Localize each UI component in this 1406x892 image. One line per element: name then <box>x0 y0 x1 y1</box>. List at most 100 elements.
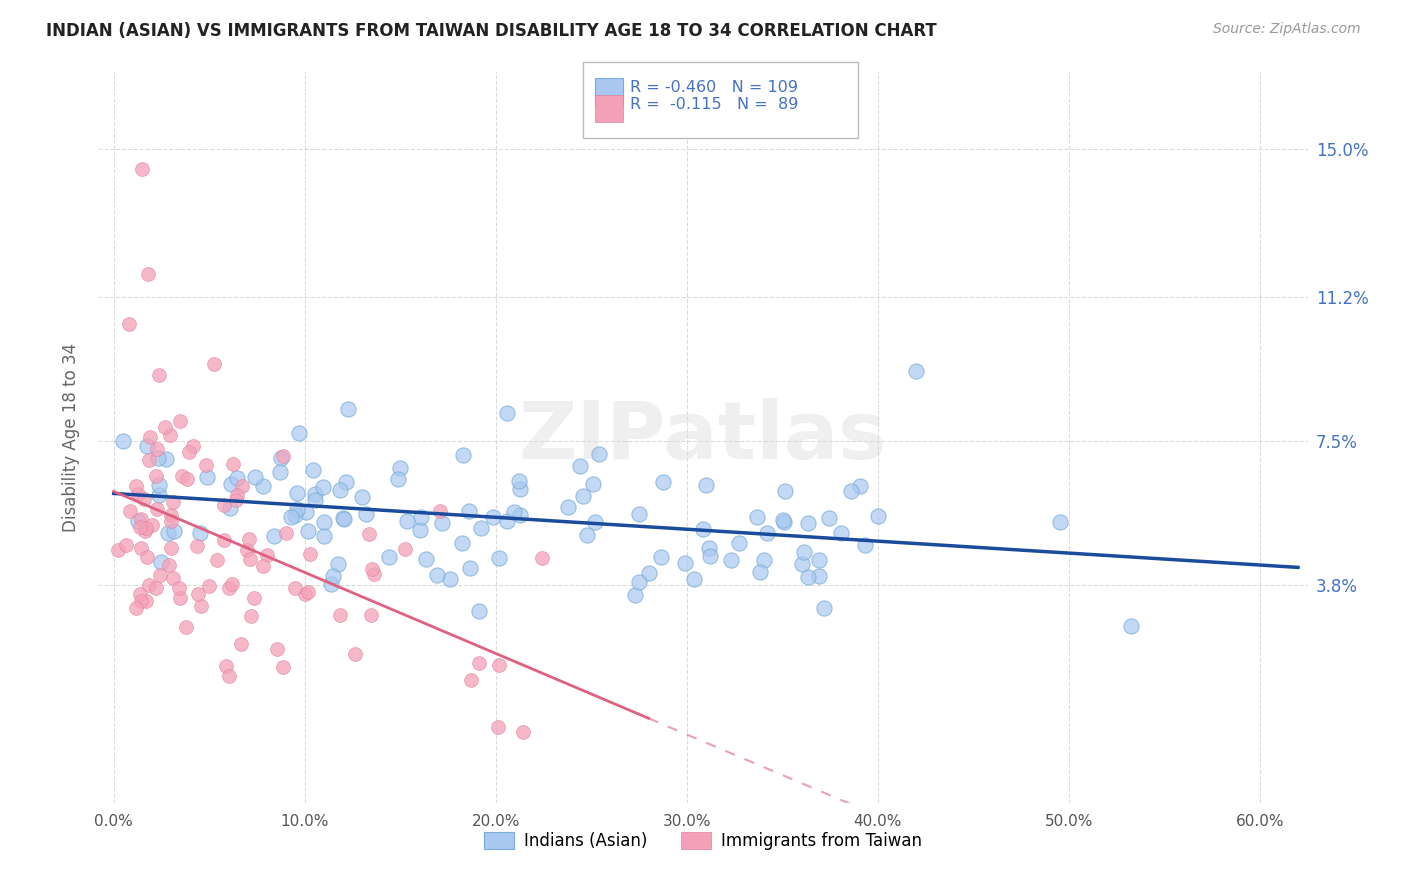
Point <box>486 720 509 734</box>
Point <box>813 601 835 615</box>
Point <box>212 499 235 513</box>
Point <box>135 549 157 564</box>
Point <box>159 508 181 522</box>
Point <box>720 552 742 566</box>
Point <box>853 538 876 552</box>
Point <box>394 541 416 556</box>
Point <box>205 553 228 567</box>
Point <box>148 368 170 382</box>
Point <box>557 500 579 514</box>
Point <box>125 479 148 493</box>
Point <box>190 599 212 613</box>
Point <box>243 591 266 606</box>
Point <box>1119 619 1142 633</box>
Point <box>312 516 335 530</box>
Point <box>756 525 779 540</box>
Point <box>256 548 278 562</box>
Point <box>697 541 720 555</box>
Point <box>839 484 862 499</box>
Point <box>673 556 696 570</box>
Point <box>651 475 673 489</box>
Point <box>231 479 253 493</box>
Point <box>624 588 647 602</box>
Point <box>682 572 704 586</box>
Point <box>695 478 717 492</box>
Text: INDIAN (ASIAN) VS IMMIGRANTS FROM TAIWAN DISABILITY AGE 18 TO 34 CORRELATION CHA: INDIAN (ASIAN) VS IMMIGRANTS FROM TAIWAN… <box>46 22 938 40</box>
Point <box>637 566 659 580</box>
Point <box>215 658 238 673</box>
Point <box>125 601 148 615</box>
Point <box>284 581 307 595</box>
Point <box>329 608 352 623</box>
Point <box>202 358 225 372</box>
Point <box>145 442 167 456</box>
Point <box>135 594 157 608</box>
Point <box>160 541 183 555</box>
Point <box>818 510 841 524</box>
Point <box>218 668 240 682</box>
Point <box>285 501 308 516</box>
Point <box>357 527 380 541</box>
Point <box>808 568 831 582</box>
Point <box>773 484 796 499</box>
Point <box>252 559 274 574</box>
Point <box>336 402 359 417</box>
Point <box>163 524 186 538</box>
Point <box>301 463 323 477</box>
Text: R =  -0.115   N =  89: R = -0.115 N = 89 <box>630 97 799 112</box>
Point <box>772 513 794 527</box>
Point <box>115 539 138 553</box>
Point <box>159 427 181 442</box>
Point <box>409 509 432 524</box>
Point <box>270 450 292 465</box>
Point <box>322 569 344 583</box>
Point <box>186 539 208 553</box>
Point <box>430 516 453 530</box>
Point <box>387 473 409 487</box>
Point <box>225 493 247 508</box>
Point <box>218 582 240 596</box>
Point <box>429 504 451 518</box>
Point <box>155 419 177 434</box>
Point <box>195 458 218 472</box>
Point <box>129 512 152 526</box>
Point <box>169 591 191 605</box>
Point <box>582 477 605 491</box>
Point <box>588 447 610 461</box>
Point <box>174 620 197 634</box>
Point <box>470 521 492 535</box>
Point <box>181 439 204 453</box>
Point <box>236 543 259 558</box>
Point <box>830 526 852 541</box>
Point <box>135 520 157 534</box>
Point <box>231 637 253 651</box>
Point <box>214 533 236 547</box>
Point <box>225 471 247 485</box>
Point <box>572 489 595 503</box>
Point <box>112 434 135 448</box>
Point <box>576 528 599 542</box>
Point <box>128 520 150 534</box>
Point <box>145 582 167 596</box>
Point <box>274 525 297 540</box>
Point <box>512 724 534 739</box>
Point <box>155 452 177 467</box>
Point <box>177 445 200 459</box>
Point <box>350 490 373 504</box>
Point <box>145 469 167 483</box>
Point <box>107 543 129 558</box>
Point <box>294 587 316 601</box>
Point <box>326 557 349 571</box>
Legend: Indians (Asian), Immigrants from Taiwan: Indians (Asian), Immigrants from Taiwan <box>478 825 928 856</box>
Point <box>749 565 772 579</box>
Point <box>148 488 170 502</box>
Point <box>266 642 288 657</box>
Point <box>219 500 242 515</box>
Point <box>495 514 517 528</box>
Point <box>252 479 274 493</box>
Point <box>650 549 672 564</box>
Point <box>187 587 209 601</box>
Point <box>530 551 553 566</box>
Point <box>409 523 432 537</box>
Point <box>458 504 481 518</box>
